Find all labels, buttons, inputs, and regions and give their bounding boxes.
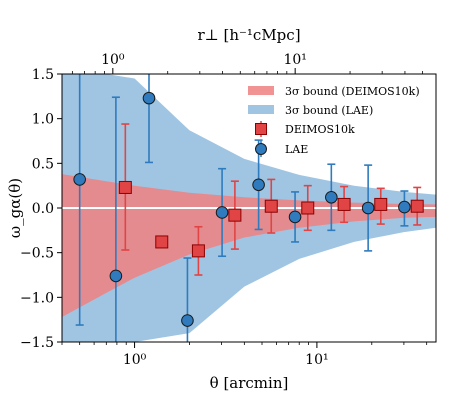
top-axis-label: r⊥ [h⁻¹cMpc] — [197, 26, 300, 44]
deimos-point-8 — [410, 199, 424, 213]
y-tick-label-0: −1.5 — [20, 335, 54, 351]
legend-label-deimos-band: 3σ bound (DEIMOS10k) — [285, 85, 420, 98]
y-tick-label-2: −0.5 — [20, 246, 54, 262]
x-tick-label-1: 10¹ — [305, 352, 328, 368]
legend-marker-lae — [255, 141, 267, 157]
data-markers — [73, 91, 424, 327]
legend-swatch-deimos-band — [248, 86, 274, 95]
lae-point-8 — [361, 201, 375, 215]
deimos-point-3 — [228, 208, 242, 222]
x-tick-label-0: 10⁰ — [123, 352, 147, 368]
y-tick-label-6: 1.5 — [32, 67, 54, 83]
y-axis-label: ω_gα(θ) — [6, 178, 24, 238]
legend-label-deimos: DEIMOS10k — [285, 123, 355, 136]
legend-label-lae-band: 3σ bound (LAE) — [285, 104, 373, 117]
error-bars — [75, 74, 422, 342]
y-tick-label-4: 0.5 — [32, 156, 54, 172]
x-axis-label: θ [arcmin] — [210, 374, 289, 392]
lae-point-1 — [109, 269, 123, 283]
deimos-point-4 — [264, 199, 278, 213]
y-tick-label-1: −1.0 — [20, 290, 54, 306]
deimos-point-2 — [191, 244, 205, 258]
deimos-point-7 — [374, 197, 388, 211]
top-tick-label-1: 10¹ — [283, 52, 306, 68]
lae-point-2 — [142, 91, 156, 105]
lae-point-0 — [73, 173, 86, 186]
deimos-point-0 — [118, 180, 132, 194]
legend: 3σ bound (DEIMOS10k) 3σ bound (LAE) DEIM… — [248, 85, 420, 157]
lae-point-6 — [288, 210, 302, 224]
lae-point-9 — [398, 200, 411, 214]
legend-swatch-lae-band — [248, 105, 274, 114]
top-tick-label-0: 10⁰ — [101, 52, 125, 68]
y-tick-label-5: 1.0 — [32, 112, 54, 128]
deimos-point-5 — [301, 201, 315, 215]
lae-point-4 — [215, 206, 229, 219]
legend-label-lae: LAE — [285, 143, 308, 156]
deimos-point-1 — [155, 235, 169, 249]
lae-point-7 — [325, 190, 338, 204]
legend-marker-deimos — [255, 121, 267, 137]
y-tick-label-3: 0.0 — [32, 201, 54, 217]
lae-point-5 — [252, 178, 265, 192]
deimos-point-6 — [337, 197, 351, 211]
lae-point-3 — [181, 314, 194, 327]
axis-ticks: −1.5 −1.0 −0.5 0.0 0.5 1.0 1.5 10⁰ 10¹ 10⁰ 10¹ — [20, 52, 428, 368]
